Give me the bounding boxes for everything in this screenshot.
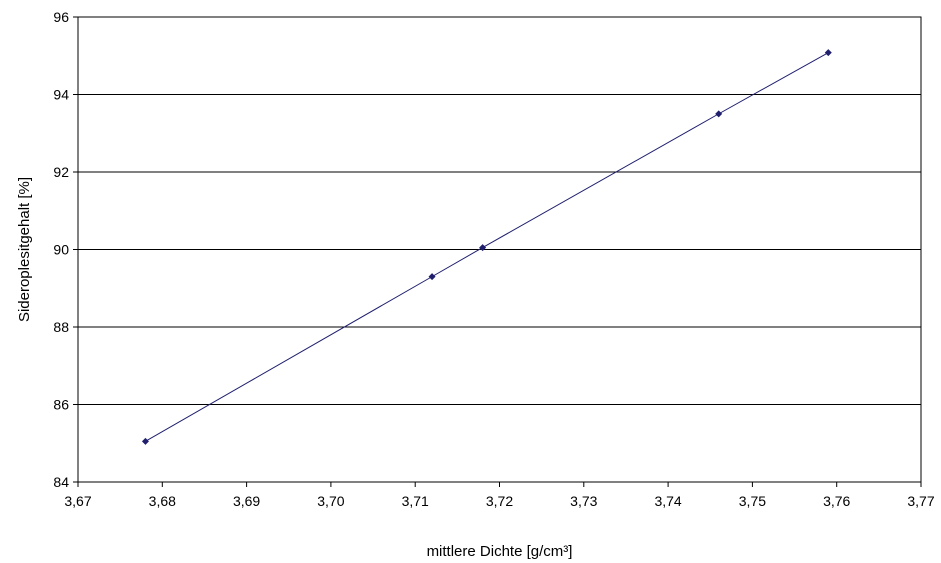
y-axis-title: Sideroplesitgehalt [%] xyxy=(16,177,33,322)
x-tick-label: 3,69 xyxy=(233,493,260,509)
y-axis: 84 86 88 90 92 94 96 xyxy=(53,9,78,490)
y-tick-label: 92 xyxy=(53,164,69,180)
y-tick-label: 96 xyxy=(53,9,69,25)
x-tick-label: 3,72 xyxy=(486,493,513,509)
x-tick-label: 3,75 xyxy=(739,493,766,509)
y-tick-label: 86 xyxy=(53,397,69,413)
x-tick-label: 3,70 xyxy=(317,493,344,509)
y-tick-label: 88 xyxy=(53,319,69,335)
data-point xyxy=(428,273,436,281)
series-line xyxy=(145,52,829,442)
x-axis-title: mittlere Dichte [g/cm³] xyxy=(427,543,573,560)
data-point xyxy=(479,244,487,252)
x-tick-label: 3,67 xyxy=(64,493,91,509)
data-point xyxy=(141,437,149,445)
x-tick-label: 3,77 xyxy=(907,493,934,509)
x-tick-label: 3,74 xyxy=(654,493,681,509)
data-point xyxy=(715,110,723,118)
y-tick-label: 84 xyxy=(53,474,69,490)
x-tick-label: 3,68 xyxy=(149,493,176,509)
y-tick-label: 90 xyxy=(53,242,69,258)
x-axis: 3,67 3,68 3,69 3,70 3,71 3,72 3,73 3,74 3,75 3,76… xyxy=(64,482,935,509)
x-tick-label: 3,76 xyxy=(823,493,850,509)
x-tick-label: 3,73 xyxy=(570,493,597,509)
x-tick-label: 3,71 xyxy=(402,493,429,509)
y-tick-label: 94 xyxy=(53,87,69,103)
gridlines xyxy=(78,94,921,405)
data-point xyxy=(824,49,832,57)
series-group xyxy=(141,49,832,445)
